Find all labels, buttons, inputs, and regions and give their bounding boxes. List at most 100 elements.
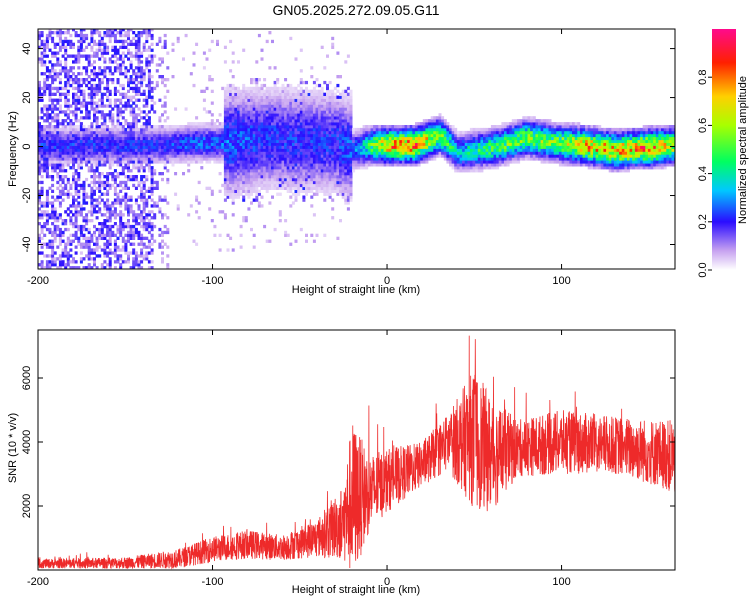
spectrogram-cell bbox=[61, 86, 65, 91]
spectrogram-cell bbox=[242, 195, 246, 199]
spectrogram-cell bbox=[310, 139, 314, 143]
spectrogram-cell bbox=[161, 133, 164, 138]
spectrogram-cell bbox=[404, 136, 408, 141]
spectrogram-cell bbox=[284, 119, 288, 123]
spectrogram-cell bbox=[218, 133, 222, 138]
spectrogram-cell bbox=[210, 89, 214, 93]
spectrogram-cell bbox=[103, 104, 107, 108]
spectrogram-cell bbox=[116, 116, 120, 120]
spectrogram-cell bbox=[328, 133, 332, 138]
spectrogram-cell bbox=[265, 177, 269, 182]
spectrogram-cell bbox=[166, 133, 170, 138]
spectrogram-cell bbox=[53, 224, 57, 229]
spectrogram-cell bbox=[208, 75, 212, 79]
spectrogram-cell bbox=[161, 245, 164, 249]
spectrogram-cell bbox=[77, 177, 81, 182]
spectrogram-cell bbox=[66, 78, 70, 82]
spectrogram-cell bbox=[116, 254, 120, 258]
spectrogram-cell bbox=[147, 86, 151, 91]
spectrogram-cell bbox=[336, 139, 340, 143]
spectrogram-cell bbox=[244, 107, 248, 111]
spectrogram-cell bbox=[341, 95, 345, 99]
spectrogram-cell bbox=[137, 133, 141, 138]
spectrogram-cell bbox=[208, 130, 212, 135]
spectrogram-cell bbox=[281, 95, 285, 99]
spectrogram-cell bbox=[310, 113, 314, 117]
spectrogram-cell bbox=[200, 133, 204, 138]
spectrogram-cell bbox=[98, 69, 102, 73]
spectrogram-cell bbox=[64, 263, 68, 267]
spectrogram-cell bbox=[229, 92, 233, 96]
spectrogram-cell bbox=[305, 189, 308, 193]
spectrogram-cell bbox=[289, 145, 293, 149]
spectrogram-cell bbox=[111, 125, 115, 129]
spectrogram-cell bbox=[323, 104, 327, 108]
spectrogram-cell bbox=[124, 92, 128, 96]
spectrogram-cell bbox=[179, 142, 183, 146]
spectrogram-cell bbox=[87, 245, 91, 249]
spectrogram-cell bbox=[103, 60, 107, 64]
spectrogram-cell bbox=[189, 154, 193, 158]
spectrogram-cell bbox=[56, 195, 60, 199]
spectrogram-cell bbox=[265, 86, 269, 91]
spectrogram-cell bbox=[339, 122, 342, 126]
spectrogram-cell bbox=[380, 154, 384, 158]
spectrogram-cell bbox=[121, 95, 125, 99]
spectrogram-cell bbox=[129, 207, 133, 211]
spectrogram-cell bbox=[40, 175, 44, 179]
spectrogram-cell bbox=[119, 248, 123, 252]
spectrogram-cell bbox=[346, 172, 350, 176]
spectrogram-cell bbox=[119, 263, 123, 267]
spectrogram-cell bbox=[260, 92, 264, 96]
spectrogram-cell bbox=[132, 119, 136, 123]
spectrogram-cell bbox=[231, 51, 235, 55]
spectrogram-cell bbox=[383, 133, 387, 138]
spectrogram-cell bbox=[166, 151, 170, 155]
spectrogram-cell bbox=[90, 154, 94, 158]
spectrogram-cell bbox=[106, 78, 110, 82]
spectrogram-cell bbox=[192, 130, 196, 135]
spectrogram-cell bbox=[111, 113, 115, 117]
spectrogram-cell bbox=[87, 183, 91, 188]
spectrogram-cell bbox=[85, 195, 89, 199]
spectrogram-cell bbox=[155, 125, 159, 129]
spectrogram-cell bbox=[234, 148, 238, 152]
spectrogram-cell bbox=[294, 89, 298, 93]
spectrogram-cell bbox=[276, 107, 280, 111]
spectrogram-cell bbox=[113, 160, 117, 164]
spectrogram-cell bbox=[346, 92, 350, 96]
spectrogram-cell bbox=[310, 204, 314, 208]
spectrogram-cell bbox=[312, 160, 316, 164]
spectrogram-cell bbox=[268, 119, 272, 123]
spectrogram-cell bbox=[360, 157, 363, 161]
spectrogram-cell bbox=[103, 145, 107, 149]
spectrogram-cell bbox=[276, 130, 280, 135]
spectrogram-cell bbox=[93, 95, 96, 99]
spectrogram-cell bbox=[331, 177, 335, 182]
spectrogram-cell bbox=[82, 98, 86, 102]
spectrogram-cell bbox=[318, 127, 322, 132]
spectrogram-cell bbox=[299, 186, 303, 190]
spectrogram-cell bbox=[45, 192, 49, 196]
spectrogram-cell bbox=[40, 260, 44, 264]
spectrogram-cell bbox=[132, 36, 136, 41]
spectrogram-cell bbox=[229, 110, 233, 114]
spectrogram-cell bbox=[90, 139, 94, 143]
spectrogram-cell bbox=[226, 110, 230, 114]
spectrogram-cell bbox=[79, 83, 83, 88]
spectrogram-cell bbox=[331, 175, 335, 179]
spectrogram-cell bbox=[53, 54, 57, 58]
spectrogram-cell bbox=[85, 127, 89, 132]
spectrogram-cell bbox=[106, 172, 110, 176]
spectrogram-cell bbox=[106, 198, 110, 202]
spectrogram-cell bbox=[134, 125, 138, 129]
spectrogram-cell bbox=[134, 145, 138, 149]
spectrogram-cell bbox=[265, 122, 269, 126]
spectrogram-cell bbox=[100, 80, 104, 85]
spectrogram-cell bbox=[137, 136, 141, 141]
spectrogram-cell bbox=[237, 104, 240, 108]
spectrogram-cell bbox=[229, 83, 233, 88]
spectrogram-cell bbox=[61, 175, 65, 179]
spectrogram-cell bbox=[93, 142, 96, 146]
spectrogram-cell bbox=[147, 33, 151, 38]
